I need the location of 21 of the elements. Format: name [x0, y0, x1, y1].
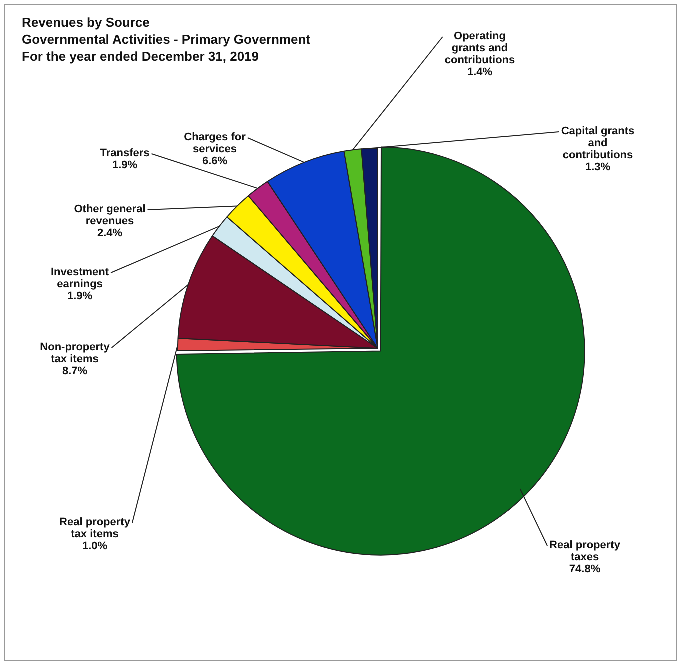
data-label: 1.0%	[82, 540, 108, 553]
data-label: 1.9%	[112, 160, 138, 172]
chart-subtitle: Governmental Activities - Primary Government	[22, 31, 311, 48]
slice-label: Transfers	[100, 148, 150, 160]
slice-label: Operating grants and contributions	[444, 30, 516, 67]
slice-label: Other general revenues	[74, 204, 146, 228]
data-label: 2.4%	[97, 228, 123, 240]
data-label: 1.3%	[585, 162, 611, 174]
data-label: 1.9%	[67, 290, 93, 303]
data-label: 8.7%	[62, 366, 88, 378]
chart-title: Revenues by Source	[22, 14, 151, 31]
slice-label: Investment earnings	[50, 266, 110, 291]
slice-label: Real property tax items	[60, 516, 132, 541]
slice-label: Capital grants and contributions	[561, 126, 635, 162]
data-label: 74.8%	[569, 564, 601, 576]
data-label: 6.6%	[202, 156, 228, 168]
slice-label: Charges for services	[184, 132, 247, 156]
text: For the year ended December 31, 2019	[22, 48, 260, 65]
data-label: 1.4%	[467, 66, 493, 79]
slice-label: Non-property tax items	[40, 342, 111, 366]
slice-label: Real property taxes	[550, 540, 622, 564]
